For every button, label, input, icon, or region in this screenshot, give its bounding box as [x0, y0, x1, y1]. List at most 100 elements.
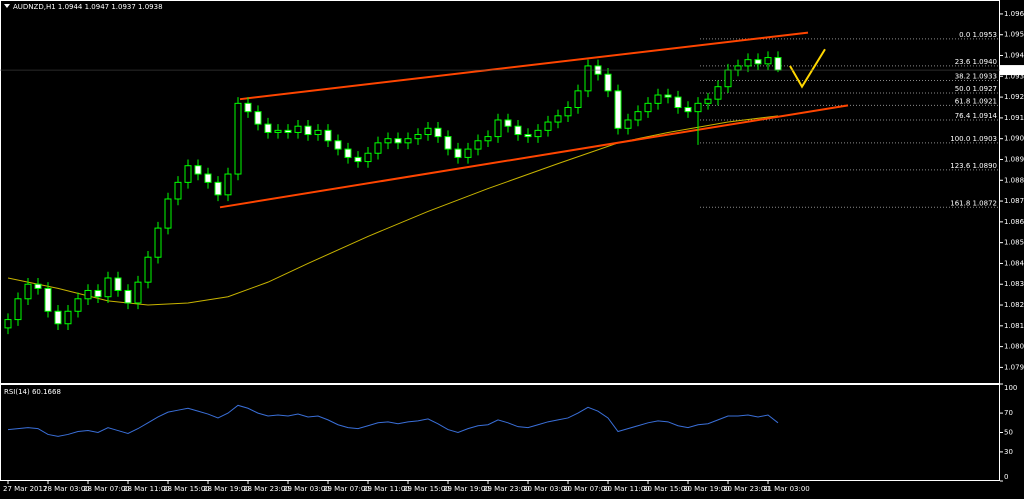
candle-body	[604, 73, 612, 92]
candle-body	[84, 289, 92, 300]
x-tick-label: 29 Mar 11:00	[363, 485, 410, 493]
fib-label: 76.4 1.0914	[955, 112, 998, 120]
candle-body	[164, 198, 172, 229]
candle-body	[284, 129, 292, 133]
x-tick-label: 29 Mar 03:00	[283, 485, 330, 493]
candle-body	[144, 256, 152, 283]
candle-body	[354, 156, 362, 163]
candle-body	[224, 173, 232, 196]
candle-body	[384, 138, 392, 144]
candle-body	[24, 283, 32, 300]
candle-body	[734, 65, 742, 71]
y-tick-label: 1.0955	[1004, 31, 1024, 39]
candle-body	[684, 106, 692, 113]
candle-body	[334, 140, 342, 150]
candle-body	[234, 102, 242, 175]
candle-body	[134, 281, 142, 304]
candle-body	[184, 165, 192, 183]
candle-body	[694, 102, 702, 113]
y-tick-label: 1.0845	[1004, 259, 1024, 267]
candle-body	[664, 94, 672, 98]
fib-label: 0.0 1.0953	[959, 31, 997, 39]
fib-label: 50.0 1.0927	[955, 85, 997, 93]
candle-body	[764, 57, 772, 65]
candle-body	[614, 90, 622, 129]
candle-body	[194, 165, 202, 175]
x-tick-label: 30 Mar 03:00	[523, 485, 570, 493]
y-tick-label: 0	[1004, 473, 1008, 481]
trendline	[239, 31, 809, 101]
candle-body	[444, 136, 452, 150]
candle-body	[724, 69, 732, 88]
x-tick-label: 29 Mar 15:00	[403, 485, 450, 493]
candle-body	[294, 125, 302, 133]
candle-body	[454, 148, 462, 158]
candle-body	[424, 127, 432, 136]
rsi-title: RSI(14) 60.1668	[4, 388, 61, 396]
candle-body	[584, 65, 592, 92]
x-tick-label: 29 Mar 19:00	[443, 485, 490, 493]
candle-body	[574, 90, 582, 108]
candle-body	[524, 134, 532, 138]
candle-body	[654, 94, 662, 104]
y-tick-label: 1.0925	[1004, 93, 1024, 101]
fib-label: 38.2 1.0933	[955, 72, 997, 80]
x-tick-label: 28 Mar 23:00	[243, 485, 290, 493]
y-tick-label: 50	[1004, 429, 1013, 437]
candle-body	[94, 289, 102, 298]
candle-body	[414, 134, 422, 140]
rsi-frame	[0, 384, 1000, 481]
current-price-label: 1.0938	[1003, 66, 1024, 74]
x-tick-label: 30 Mar 07:00	[563, 485, 610, 493]
y-tick-label: 1.0905	[1004, 135, 1024, 143]
candle-body	[244, 102, 252, 113]
y-tick-label: 1.0865	[1004, 218, 1024, 226]
candle-body	[344, 148, 352, 158]
candle-body	[34, 283, 42, 289]
candle-body	[464, 148, 472, 158]
candle-body	[474, 140, 482, 150]
x-tick-label: 28 Mar 15:00	[163, 485, 210, 493]
candle-body	[154, 227, 162, 258]
candle-body	[504, 119, 512, 127]
y-tick-label: 1.0935	[1004, 72, 1024, 80]
candle-body	[304, 125, 312, 136]
y-tick-label: 1.0965	[1004, 10, 1024, 18]
candle-body	[644, 102, 652, 113]
candle-body	[124, 289, 132, 304]
candle-body	[274, 129, 282, 133]
candle-body	[264, 123, 272, 133]
x-tick-label: 30 Mar 23:00	[723, 485, 770, 493]
candle-body	[624, 119, 632, 129]
y-tick-label: 1.0805	[1004, 343, 1024, 351]
fib-label: 161.8 1.0872	[950, 199, 997, 207]
y-tick-label: 30	[1004, 448, 1013, 456]
y-tick-label: 1.0835	[1004, 280, 1024, 288]
candle-body	[174, 181, 182, 200]
y-tick-label: 1.0915	[1004, 114, 1024, 122]
candle-body	[674, 96, 682, 108]
x-tick-label: 28 Mar 11:00	[123, 485, 170, 493]
menu-arrow	[4, 4, 10, 8]
y-tick-label: 70	[1004, 409, 1013, 417]
y-tick-label: 1.0945	[1004, 52, 1024, 60]
candle-body	[394, 138, 402, 144]
trendline	[789, 48, 826, 89]
chart-title: AUDNZD,H1 1.0944 1.0947 1.0937 1.0938	[13, 3, 163, 11]
candle-body	[744, 59, 752, 67]
x-tick-label: 30 Mar 19:00	[683, 485, 730, 493]
y-tick-label: 1.0815	[1004, 322, 1024, 330]
main-frame	[0, 0, 1000, 384]
candle-body	[114, 277, 122, 291]
candle-body	[374, 142, 382, 154]
rsi-line	[7, 404, 779, 437]
y-tick-label: 1.0795	[1004, 363, 1024, 371]
candle-body	[754, 59, 762, 65]
x-tick-label: 28 Mar 07:00	[83, 485, 130, 493]
candle-body	[44, 287, 52, 312]
y-tick-label: 1.0895	[1004, 155, 1024, 163]
candle-body	[14, 298, 22, 321]
candle-body	[434, 127, 442, 138]
x-tick-label: 27 Mar 2017	[3, 485, 47, 493]
